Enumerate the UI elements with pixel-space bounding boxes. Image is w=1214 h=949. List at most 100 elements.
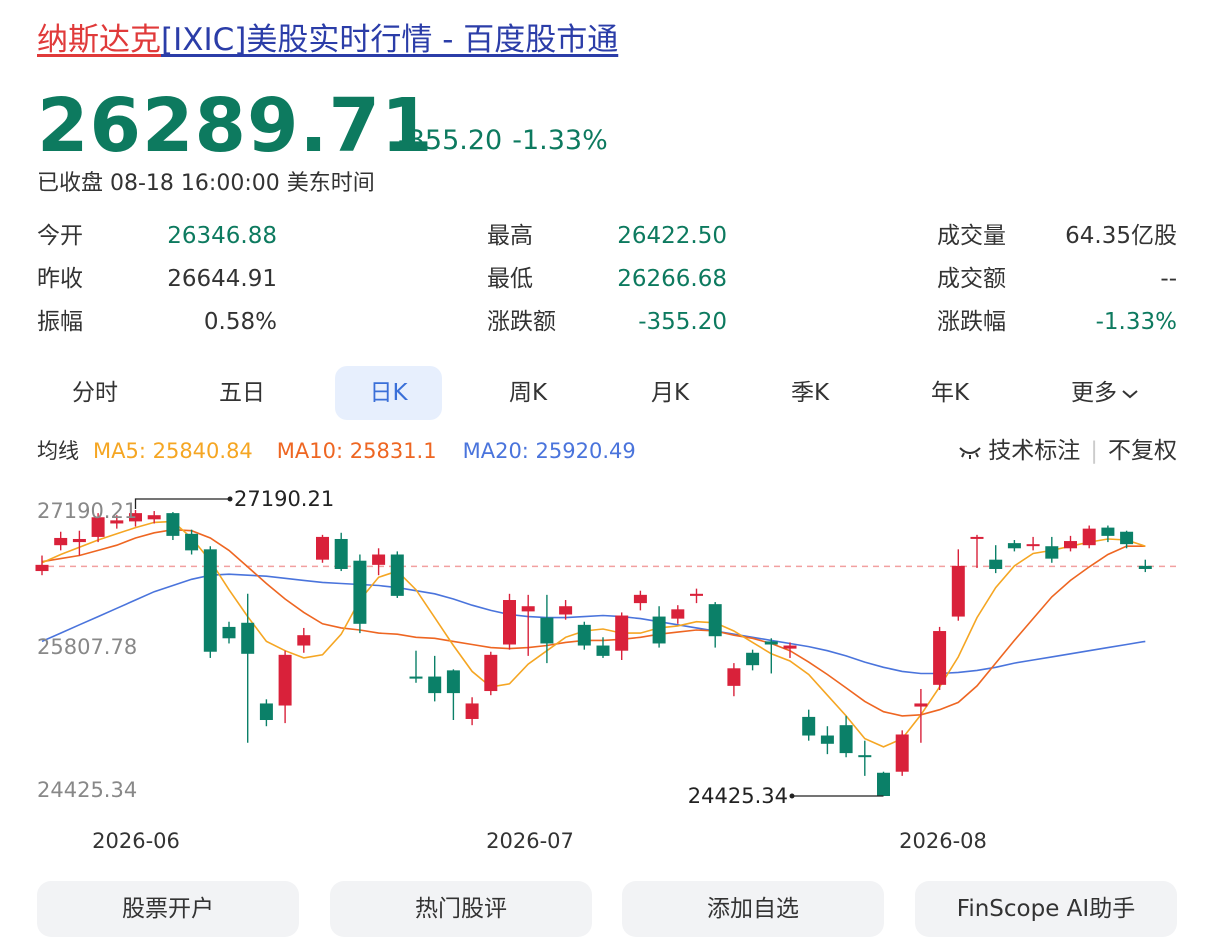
tab-yearly-k[interactable]: 年K <box>930 380 970 406</box>
candle[interactable] <box>802 709 816 741</box>
candle[interactable] <box>1120 530 1134 549</box>
ma-label: 均线 <box>37 439 79 463</box>
y-axis-label-low: 24425.34 <box>37 778 137 802</box>
candle[interactable] <box>577 621 591 650</box>
candle[interactable] <box>484 651 498 696</box>
ma10-value: MA10: 25831.1 <box>276 439 437 463</box>
candle[interactable] <box>166 512 180 541</box>
candle[interactable] <box>521 594 535 656</box>
candle[interactable] <box>503 593 516 650</box>
stat-amplitude-value: 0.58% <box>203 309 277 335</box>
candle[interactable] <box>671 605 685 624</box>
tab-more[interactable]: 更多 <box>1050 366 1160 420</box>
candle[interactable] <box>72 530 86 556</box>
stat-amplitude-label: 振幅 <box>37 309 83 335</box>
price-change: -355.20 -1.33% <box>398 124 618 158</box>
candle[interactable] <box>989 545 1003 574</box>
candle[interactable] <box>147 511 161 524</box>
tab-five-day[interactable]: 五日 <box>219 380 265 406</box>
candle[interactable] <box>185 529 199 555</box>
candle[interactable] <box>54 531 68 551</box>
candle[interactable] <box>465 697 479 726</box>
candle[interactable] <box>615 612 629 661</box>
candle[interactable] <box>708 602 722 648</box>
candle[interactable] <box>970 534 984 568</box>
low-callout-label: 24425.34 <box>688 784 788 808</box>
x-axis-label-jun: 2026-06 <box>92 829 180 853</box>
candle[interactable] <box>858 740 872 776</box>
tab-daily-k[interactable]: 日K <box>335 366 442 420</box>
annotate-toggle[interactable]: 技术标注 <box>958 438 1080 464</box>
candle[interactable] <box>746 649 760 671</box>
adjust-toggle[interactable]: 不复权 <box>1108 438 1177 464</box>
candle[interactable] <box>652 606 666 648</box>
candle[interactable] <box>783 642 797 658</box>
candle[interactable] <box>91 513 105 543</box>
candle[interactable] <box>316 534 329 563</box>
tools-divider: | <box>1090 438 1098 464</box>
candle[interactable] <box>1026 536 1040 551</box>
annotate-label: 技术标注 <box>988 438 1081 464</box>
high-callout-label: 27190.21 <box>234 487 334 511</box>
candlestick-chart[interactable]: 27190.21 25807.78 24425.34 27190.21 24425… <box>0 480 1214 870</box>
page-title-link[interactable]: [IXIC]美股实时行情 - 百度股市通 <box>161 22 619 58</box>
candle[interactable] <box>222 621 236 644</box>
finscope-ai-button[interactable]: FinScope AI助手 <box>915 881 1177 937</box>
candle[interactable] <box>241 593 255 743</box>
hot-comments-button[interactable]: 热门股评 <box>330 881 592 937</box>
candle[interactable] <box>428 655 442 702</box>
stat-high-value: 26422.50 <box>617 223 727 249</box>
candle[interactable] <box>895 730 909 776</box>
candle[interactable] <box>110 515 124 529</box>
stat-high-label: 最高 <box>487 223 533 249</box>
low-callout-dot <box>789 793 795 799</box>
period-tabs: 分时 五日 日K 周K 月K 季K 年K 更多 <box>0 366 1214 420</box>
candle[interactable] <box>390 551 404 598</box>
candle[interactable] <box>933 626 947 691</box>
candle[interactable] <box>278 650 292 724</box>
add-watchlist-button[interactable]: 添加自选 <box>622 881 884 937</box>
candle[interactable] <box>764 638 778 674</box>
candle[interactable] <box>839 715 853 758</box>
candle[interactable] <box>820 726 834 755</box>
index-name-link[interactable]: 纳斯达克 <box>37 22 161 58</box>
tab-monthly-k[interactable]: 月K <box>650 380 690 406</box>
candle[interactable] <box>1138 559 1152 573</box>
candle[interactable] <box>914 688 928 743</box>
stat-open-value: 26346.88 <box>167 223 277 249</box>
stat-open-label: 今开 <box>37 223 83 249</box>
candle[interactable] <box>259 699 273 727</box>
tab-quarterly-k[interactable]: 季K <box>790 380 830 406</box>
candle[interactable] <box>334 532 348 572</box>
eye-closed-icon <box>959 446 981 459</box>
candle[interactable] <box>129 510 142 527</box>
candle[interactable] <box>633 590 647 611</box>
stat-turnover-value: -- <box>1160 266 1177 292</box>
tab-intraday[interactable]: 分时 <box>72 380 118 406</box>
candle[interactable] <box>596 637 610 658</box>
stat-volume-value: 64.35亿股 <box>1065 223 1177 249</box>
candle[interactable] <box>409 650 423 683</box>
candle[interactable] <box>372 548 386 576</box>
candle[interactable] <box>297 627 311 653</box>
candle[interactable] <box>1045 536 1059 563</box>
candle[interactable] <box>690 588 703 604</box>
candle[interactable] <box>540 594 554 664</box>
stat-change-amount-label: 涨跌额 <box>487 309 556 335</box>
candle[interactable] <box>877 771 890 796</box>
candle[interactable] <box>1082 525 1096 549</box>
candle[interactable] <box>1101 525 1115 543</box>
candle[interactable] <box>35 555 49 576</box>
candle[interactable] <box>1064 535 1077 552</box>
tab-weekly-k[interactable]: 周K <box>508 380 548 406</box>
y-axis-label-mid: 25807.78 <box>37 635 137 659</box>
candle[interactable] <box>559 600 573 620</box>
candle[interactable] <box>951 549 965 621</box>
candle[interactable] <box>727 663 741 697</box>
candle[interactable] <box>353 554 367 634</box>
candle[interactable] <box>203 546 217 658</box>
candle[interactable] <box>446 669 460 721</box>
ma5-value: MA5: 25840.84 <box>93 439 253 463</box>
open-account-button[interactable]: 股票开户 <box>37 881 299 937</box>
candle[interactable] <box>1007 540 1021 552</box>
